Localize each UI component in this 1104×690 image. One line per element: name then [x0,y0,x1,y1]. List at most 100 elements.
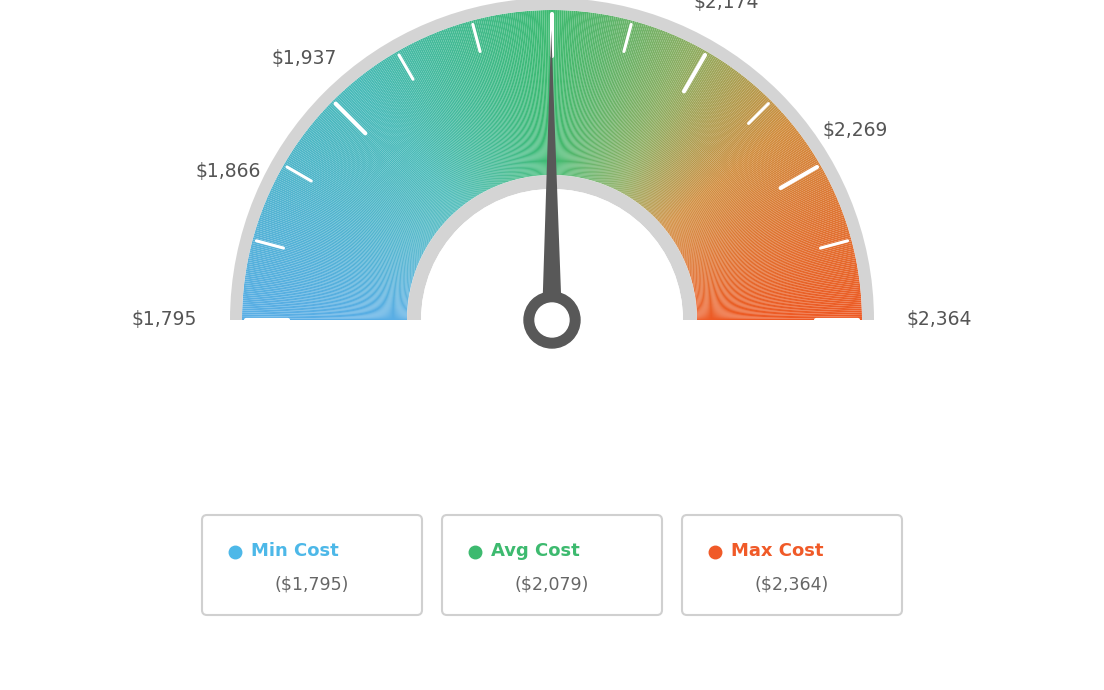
Wedge shape [456,25,508,182]
Wedge shape [576,14,606,177]
Wedge shape [671,144,808,239]
Wedge shape [561,10,573,175]
Wedge shape [296,144,433,239]
Wedge shape [677,161,819,246]
Wedge shape [581,17,616,178]
Wedge shape [598,26,654,183]
Wedge shape [676,159,818,246]
Wedge shape [693,250,854,288]
Wedge shape [351,82,459,210]
Wedge shape [391,55,477,196]
Wedge shape [617,43,692,191]
Wedge shape [397,50,480,195]
Wedge shape [421,189,683,320]
Wedge shape [570,12,591,176]
Wedge shape [694,256,856,291]
Wedge shape [687,206,841,268]
Wedge shape [566,12,585,176]
Wedge shape [650,92,764,215]
Wedge shape [647,85,755,210]
Wedge shape [252,243,412,285]
Wedge shape [612,38,682,188]
Wedge shape [396,51,480,195]
Wedge shape [616,42,691,190]
Wedge shape [480,18,520,179]
Wedge shape [262,210,416,269]
Wedge shape [283,166,426,248]
Wedge shape [363,72,465,205]
Wedge shape [687,202,839,266]
Wedge shape [586,19,627,179]
Wedge shape [635,66,731,201]
Wedge shape [620,46,700,193]
Wedge shape [425,37,493,188]
Wedge shape [580,15,612,178]
Text: ($1,795): ($1,795) [275,575,349,594]
Wedge shape [697,290,861,307]
Wedge shape [692,237,851,282]
Wedge shape [567,12,587,176]
Wedge shape [275,179,423,255]
Wedge shape [289,154,429,243]
Wedge shape [282,167,426,249]
Wedge shape [601,28,657,184]
Wedge shape [696,270,858,297]
Wedge shape [584,17,622,179]
Wedge shape [264,204,417,266]
Wedge shape [669,136,803,235]
Wedge shape [242,304,407,314]
Wedge shape [624,50,707,195]
Wedge shape [416,40,489,190]
Wedge shape [267,195,420,262]
Wedge shape [682,184,831,257]
Wedge shape [575,14,604,177]
Wedge shape [688,213,843,271]
Wedge shape [691,235,851,282]
Wedge shape [438,31,499,185]
Wedge shape [672,146,809,239]
FancyBboxPatch shape [202,515,422,615]
Wedge shape [539,10,546,175]
Wedge shape [622,48,701,193]
Wedge shape [667,132,799,233]
Wedge shape [563,11,577,175]
Wedge shape [679,169,824,250]
Wedge shape [342,90,455,213]
Wedge shape [330,102,449,219]
Wedge shape [244,283,408,304]
Wedge shape [453,26,507,183]
Wedge shape [626,53,711,196]
Wedge shape [608,34,673,186]
Wedge shape [466,22,512,181]
Wedge shape [358,77,461,207]
Wedge shape [242,306,407,315]
Wedge shape [517,12,537,176]
Wedge shape [605,31,666,185]
Wedge shape [529,11,542,175]
Wedge shape [445,28,503,184]
Wedge shape [257,222,414,275]
Wedge shape [509,12,533,177]
Wedge shape [678,166,821,248]
Wedge shape [244,287,407,306]
Wedge shape [350,83,458,210]
Wedge shape [697,299,861,311]
Wedge shape [424,37,492,188]
Wedge shape [252,239,412,283]
Wedge shape [361,75,464,206]
Wedge shape [691,230,849,279]
Wedge shape [677,164,820,248]
Text: $2,174: $2,174 [693,0,760,12]
Wedge shape [681,179,829,255]
Wedge shape [404,46,484,193]
Wedge shape [318,115,443,225]
Wedge shape [353,81,459,209]
Wedge shape [287,157,428,245]
Wedge shape [246,268,410,297]
Wedge shape [668,133,800,233]
Wedge shape [250,250,411,288]
Wedge shape [388,56,476,197]
Circle shape [524,292,580,348]
Text: ($2,079): ($2,079) [514,575,590,594]
Wedge shape [612,37,680,188]
